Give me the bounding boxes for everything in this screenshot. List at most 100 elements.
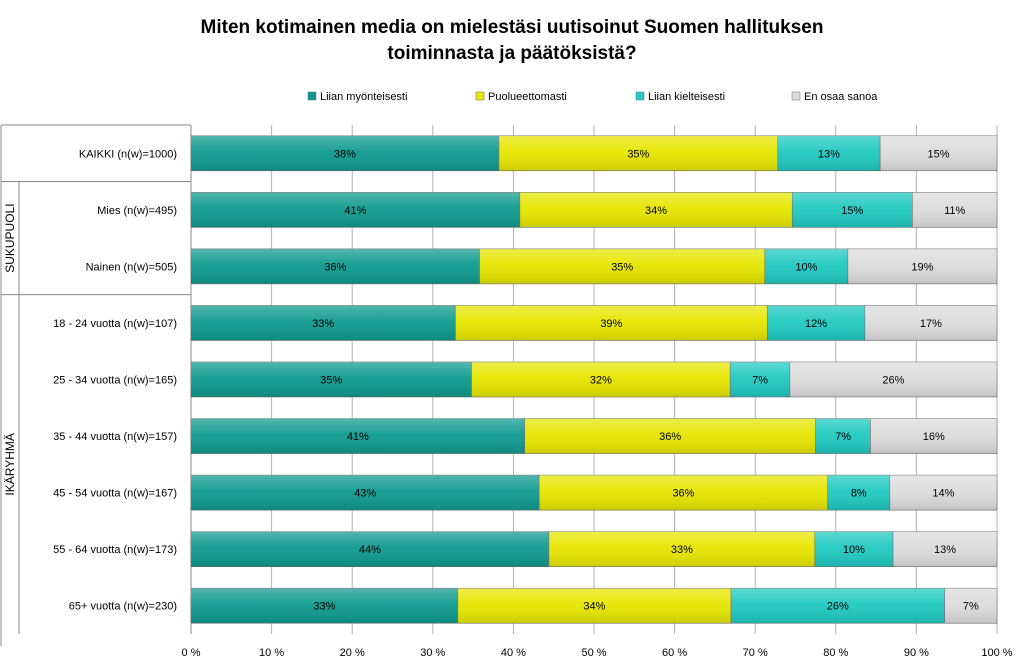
bar-segment-shade <box>767 305 865 341</box>
x-tick-label: 30 % <box>420 647 445 659</box>
category-label: 45 - 54 vuotta (n(w)=167) <box>53 488 177 500</box>
bars: 38% 35% 13% 15% 41% 34% 15% 11% 36% 35% 10% 19% 33% 3… <box>190 135 998 624</box>
x-tick-label: 70 % <box>743 647 768 659</box>
legend-swatch-3 <box>635 91 645 101</box>
category-label: 65+ vuotta (n(w)=230) <box>69 601 177 613</box>
bar-segment-shade <box>731 588 945 624</box>
data-label: 38% <box>334 148 356 160</box>
data-label: 34% <box>645 205 667 217</box>
category-labels: KAIKKI (n(w)=1000) Mies (n(w)=495) Nainen … <box>0 124 192 646</box>
data-label: 33% <box>671 544 693 556</box>
x-tick-label: 100 % <box>981 647 1012 659</box>
bar-segment-shade <box>191 588 458 624</box>
category-label: Nainen (n(w)=505) <box>86 261 177 273</box>
bar-segment-shade <box>789 362 997 397</box>
legend-swatch-4 <box>791 91 801 101</box>
chart-title-line1: Miten kotimainen media on mielestäsi uut… <box>201 17 824 38</box>
category-label: KAIKKI (n(w)=1000) <box>79 148 177 160</box>
bar-segment-shade <box>944 588 997 624</box>
category-groups: SUKUPUOLI IKÄRYHMÄ <box>3 181 20 634</box>
data-label: 12% <box>805 318 827 330</box>
legend-swatch-1 <box>307 91 317 101</box>
data-label: 7% <box>835 431 851 443</box>
data-label: 35% <box>611 261 633 273</box>
bar-segment-shade <box>498 135 778 171</box>
group-label-1: SUKUPUOLI <box>3 203 17 272</box>
bar-segment-shade <box>548 531 815 567</box>
bar-segment-shade <box>870 418 997 454</box>
bar-segment-shade <box>191 475 540 511</box>
data-label: 36% <box>659 431 681 443</box>
bar-segment-shade <box>191 248 480 284</box>
category-label: 25 - 34 vuotta (n(w)=165) <box>53 375 177 387</box>
data-label: 7% <box>752 375 768 387</box>
category-label: 35 - 44 vuotta (n(w)=157) <box>53 431 177 443</box>
chart-title-line2: toiminnasta ja päätöksistä? <box>387 43 636 64</box>
bar-segment-shade <box>191 418 525 454</box>
bar-segment-shade <box>479 248 765 284</box>
bar-segment-shade <box>524 418 816 454</box>
x-axis-ticks: 0 % 10 % 20 % 30 % 40 % 50 % 60 % 70 % 80 % 90 % 1… <box>182 647 1013 659</box>
x-tick-label: 20 % <box>340 647 365 659</box>
bar-segment-shade <box>519 192 793 228</box>
data-label: 41% <box>347 431 369 443</box>
data-label: 32% <box>590 375 612 387</box>
data-label: 34% <box>583 601 605 613</box>
bar-segment-shade <box>191 362 472 397</box>
data-label: 15% <box>928 148 950 160</box>
data-label: 16% <box>923 431 945 443</box>
legend-label-3: Liian kielteisesti <box>648 91 725 103</box>
x-tick-label: 40 % <box>501 647 526 659</box>
bar-segment-shade <box>792 192 913 228</box>
legend-swatch-2 <box>475 91 485 101</box>
bar-segment-shade <box>191 531 549 567</box>
data-label: 15% <box>841 205 863 217</box>
bar-segment-shade <box>864 305 997 341</box>
group-label-2: IKÄRYHMÄ <box>3 433 17 495</box>
bar-segment-shade <box>815 418 871 454</box>
bar-segment-shade <box>471 362 731 397</box>
data-label: 17% <box>920 318 942 330</box>
legend-label-2: Puolueettomasti <box>488 91 567 103</box>
bar-segment-shade <box>814 531 894 567</box>
x-tick-label: 50 % <box>581 647 606 659</box>
bar-segment-shade <box>764 248 848 284</box>
data-label: 8% <box>851 488 867 500</box>
bar-segment-shade <box>889 475 997 511</box>
legend: Liian myönteisesti Puolueettomasti Liian k… <box>307 91 878 103</box>
bar-segment-shade <box>191 135 499 171</box>
legend-label-1: Liian myönteisesti <box>320 91 407 103</box>
data-label: 7% <box>963 601 979 613</box>
data-label: 33% <box>313 601 335 613</box>
x-tick-label: 10 % <box>259 647 284 659</box>
data-label: 35% <box>627 148 649 160</box>
category-label: 18 - 24 vuotta (n(w)=107) <box>53 318 177 330</box>
data-label: 43% <box>354 488 376 500</box>
bar-segment-shade <box>539 475 828 511</box>
category-label: Mies (n(w)=495) <box>97 205 177 217</box>
data-label: 13% <box>934 544 956 556</box>
bar-segment-shade <box>457 588 732 624</box>
data-label: 10% <box>795 261 817 273</box>
bar-segment-shade <box>777 135 881 171</box>
data-label: 13% <box>818 148 840 160</box>
data-label: 14% <box>932 488 954 500</box>
x-tick-label: 90 % <box>904 647 929 659</box>
data-label: 35% <box>320 375 342 387</box>
data-label: 39% <box>600 318 622 330</box>
x-tick-label: 80 % <box>823 647 848 659</box>
bar-segment-shade <box>455 305 768 341</box>
data-label: 10% <box>843 544 865 556</box>
bar-segment-shade <box>847 248 997 284</box>
data-label: 26% <box>827 601 849 613</box>
data-label: 11% <box>944 205 965 217</box>
x-tick-label: 0 % <box>182 647 201 659</box>
data-label: 33% <box>312 318 334 330</box>
data-label: 19% <box>911 261 933 273</box>
bar-segment-shade <box>191 192 520 228</box>
bar-segment-shade <box>730 362 790 397</box>
bar-segment-shade <box>893 531 997 567</box>
bar-segment-shade <box>191 305 456 341</box>
legend-label-4: En osaa sanoa <box>804 91 878 103</box>
